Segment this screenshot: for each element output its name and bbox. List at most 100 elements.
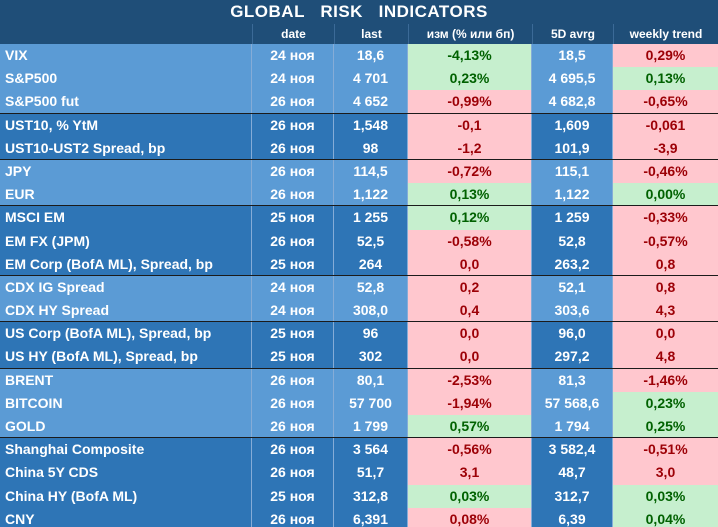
indicator-weekly-trend: 4,3 — [613, 299, 718, 322]
indicator-last: 264 — [334, 252, 408, 275]
indicator-date: 25 ноя — [252, 484, 334, 508]
indicator-date: 26 ноя — [252, 507, 334, 527]
indicator-last: 80,1 — [334, 368, 408, 392]
indicator-name: UST10, % YtM — [0, 113, 252, 137]
indicator-5d-avg: 1 794 — [532, 415, 613, 438]
table-row: US Corp (BofA ML), Spread, bp 25 ноя 96 0,0… — [0, 322, 718, 346]
indicator-5d-avg: 312,7 — [532, 484, 613, 508]
table-row: EM FX (JPM) 26 ноя 52,5 -0,58% 52,8 -0,57% — [0, 229, 718, 253]
indicator-date: 26 ноя — [252, 461, 334, 485]
indicator-weekly-trend: 0,04% — [613, 507, 718, 527]
table-row: Shanghai Composite 26 ноя 3 564 -0,56% 3 582… — [0, 438, 718, 462]
indicator-weekly-trend: 0,8 — [613, 275, 718, 300]
indicator-change: 0,23% — [408, 67, 532, 91]
indicator-date: 24 ноя — [252, 67, 334, 91]
indicator-5d-avg: 1 259 — [532, 206, 613, 230]
indicator-5d-avg: 4 695,5 — [532, 67, 613, 91]
indicator-5d-avg: 52,8 — [532, 229, 613, 253]
indicator-date: 26 ноя — [252, 183, 334, 206]
indicator-last: 52,8 — [334, 275, 408, 300]
indicator-5d-avg: 96,0 — [532, 322, 613, 346]
indicator-name: UST10-UST2 Spread, bp — [0, 136, 252, 159]
indicator-weekly-trend: 0,29% — [613, 44, 718, 68]
indicator-name: EM FX (JPM) — [0, 229, 252, 253]
indicator-last: 302 — [334, 345, 408, 368]
indicator-weekly-trend: 0,23% — [613, 391, 718, 415]
indicator-change: 0,13% — [408, 183, 532, 206]
indicator-date: 24 ноя — [252, 275, 334, 300]
table-row: EM Corp (BofA ML), Spread, bp 25 ноя 264 0,… — [0, 252, 718, 276]
indicator-last: 1,122 — [334, 183, 408, 206]
indicator-weekly-trend: -0,46% — [613, 159, 718, 184]
indicator-last: 308,0 — [334, 299, 408, 322]
table-title: GLOBAL RISK INDICATORS — [0, 0, 718, 24]
indicator-weekly-trend: 4,8 — [613, 345, 718, 368]
indicator-change: -0,1 — [408, 113, 532, 137]
indicator-weekly-trend: 0,25% — [613, 415, 718, 438]
indicator-5d-avg: 263,2 — [532, 252, 613, 275]
indicator-5d-avg: 1,122 — [532, 183, 613, 206]
indicator-last: 1 799 — [334, 415, 408, 438]
indicator-name: CDX HY Spread — [0, 299, 252, 322]
table-row: UST10, % YtM 26 ноя 1,548 -0,1 1,609 -0,061 — [0, 113, 718, 137]
indicator-last: 114,5 — [334, 159, 408, 184]
indicator-change: 0,0 — [408, 252, 532, 275]
indicator-change: 0,4 — [408, 299, 532, 322]
header-name — [0, 24, 252, 44]
column-header-row: date last изм (% или бп) 5D avrg weekly … — [0, 24, 718, 44]
indicator-weekly-trend: -0,57% — [613, 229, 718, 253]
table-row: China 5Y CDS 26 ноя 51,7 3,1 48,7 3,0 — [0, 461, 718, 485]
header-last: last — [334, 24, 408, 44]
indicator-date: 26 ноя — [252, 229, 334, 253]
indicator-date: 25 ноя — [252, 206, 334, 230]
table-row: JPY 26 ноя 114,5 -0,72% 115,1 -0,46% — [0, 159, 718, 184]
indicator-name: US HY (BofA ML), Spread, bp — [0, 345, 252, 368]
indicator-change: -1,94% — [408, 391, 532, 415]
table-row: CNY 26 ноя 6,391 0,08% 6,39 0,04% — [0, 507, 718, 527]
indicator-weekly-trend: 0,0 — [613, 322, 718, 346]
table-row: S&P500 24 ноя 4 701 0,23% 4 695,5 0,13% — [0, 67, 718, 91]
table-row: S&P500 fut 26 ноя 4 652 -0,99% 4 682,8 -0,65% — [0, 90, 718, 114]
indicator-name: S&P500 — [0, 67, 252, 91]
indicator-name: BITCOIN — [0, 391, 252, 415]
indicator-date: 26 ноя — [252, 90, 334, 113]
indicator-change: 0,0 — [408, 345, 532, 368]
indicator-change: 0,2 — [408, 275, 532, 300]
indicator-name: JPY — [0, 159, 252, 184]
indicator-last: 96 — [334, 322, 408, 346]
table-row: US HY (BofA ML), Spread, bp 25 ноя 302 0,0 2… — [0, 345, 718, 369]
indicator-name: VIX — [0, 44, 252, 68]
header-change: изм (% или бп) — [408, 24, 532, 44]
indicator-5d-avg: 297,2 — [532, 345, 613, 368]
indicator-change: 0,03% — [408, 484, 532, 508]
indicator-change: -1,2 — [408, 136, 532, 159]
indicator-5d-avg: 4 682,8 — [532, 90, 613, 113]
indicator-name: CDX IG Spread — [0, 275, 252, 300]
indicator-name: BRENT — [0, 368, 252, 392]
indicator-change: 0,0 — [408, 322, 532, 346]
indicator-change: 0,57% — [408, 415, 532, 438]
indicator-weekly-trend: -1,46% — [613, 368, 718, 392]
indicator-5d-avg: 6,39 — [532, 507, 613, 527]
indicator-last: 4 652 — [334, 90, 408, 113]
indicator-name: US Corp (BofA ML), Spread, bp — [0, 322, 252, 346]
indicator-last: 51,7 — [334, 461, 408, 485]
table-row: UST10-UST2 Spread, bp 26 ноя 98 -1,2 101,9 -3… — [0, 136, 718, 160]
table-row: EUR 26 ноя 1,122 0,13% 1,122 0,00% — [0, 183, 718, 207]
indicator-name: GOLD — [0, 415, 252, 438]
indicator-5d-avg: 18,5 — [532, 44, 613, 68]
indicator-weekly-trend: -0,33% — [613, 206, 718, 230]
indicator-last: 98 — [334, 136, 408, 159]
table-row: CDX IG Spread 24 ноя 52,8 0,2 52,1 0,8 — [0, 275, 718, 300]
indicator-name: China HY (BofA ML) — [0, 484, 252, 508]
indicator-change: -0,58% — [408, 229, 532, 253]
indicator-change: 0,08% — [408, 507, 532, 527]
indicator-5d-avg: 52,1 — [532, 275, 613, 300]
indicator-date: 26 ноя — [252, 438, 334, 462]
indicator-change: -0,72% — [408, 159, 532, 184]
indicator-name: EM Corp (BofA ML), Spread, bp — [0, 252, 252, 275]
indicator-last: 4 701 — [334, 67, 408, 91]
indicator-weekly-trend: 0,00% — [613, 183, 718, 206]
indicator-name: MSCI EM — [0, 206, 252, 230]
